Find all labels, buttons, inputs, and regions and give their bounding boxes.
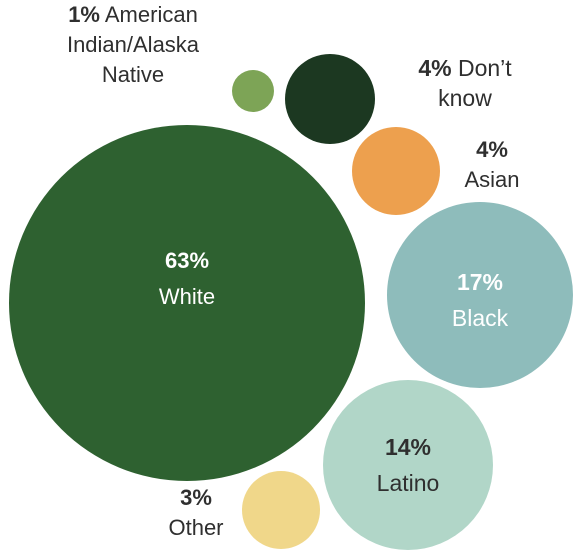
bubble-label-other: Other bbox=[168, 515, 223, 540]
bubble-value-don-t-know: 4% bbox=[418, 55, 451, 81]
bubble-label-don-t-know-line1: 4% Don’t bbox=[418, 55, 512, 81]
bubble-latino bbox=[323, 380, 493, 550]
bubble-value-american-indian-alaska-native: 1% bbox=[68, 2, 100, 27]
bubble-other bbox=[242, 471, 320, 549]
bubble-label-american-indian-alaska-native-line2: Indian/Alaska bbox=[67, 32, 200, 57]
bubble-value-white: 63% bbox=[165, 248, 209, 273]
bubble-american-indian-alaska-native bbox=[232, 70, 274, 112]
bubble-label-don-t-know-line2: know bbox=[438, 85, 492, 111]
bubbles-group bbox=[9, 54, 573, 550]
bubble-value-black: 17% bbox=[457, 269, 503, 295]
bubble-black bbox=[387, 202, 573, 388]
bubble-label-white: White bbox=[159, 284, 215, 309]
bubble-label-asian: Asian bbox=[464, 167, 519, 192]
bubble-value-latino: 14% bbox=[385, 434, 431, 460]
bubble-value-asian: 4% bbox=[476, 137, 508, 162]
bubble-label-black: Black bbox=[452, 305, 509, 331]
bubble-label-american-indian-alaska-native-line3: Native bbox=[102, 62, 164, 87]
bubble-label-american-indian-alaska-native-line1: 1% American bbox=[68, 2, 198, 27]
bubble-label-don-t-know-a: Don’t bbox=[452, 55, 513, 81]
bubble-label-latino: Latino bbox=[377, 470, 440, 496]
bubble-value-other: 3% bbox=[180, 485, 212, 510]
bubble-asian bbox=[352, 127, 440, 215]
bubble-label-american-indian-alaska-native-a: American bbox=[100, 2, 198, 27]
bubble-don-t-know bbox=[285, 54, 375, 144]
labels-group: 63% White 17% Black 14% Latino 4% Asian 4% Don’t… bbox=[67, 2, 520, 540]
bubble-white bbox=[9, 125, 365, 481]
